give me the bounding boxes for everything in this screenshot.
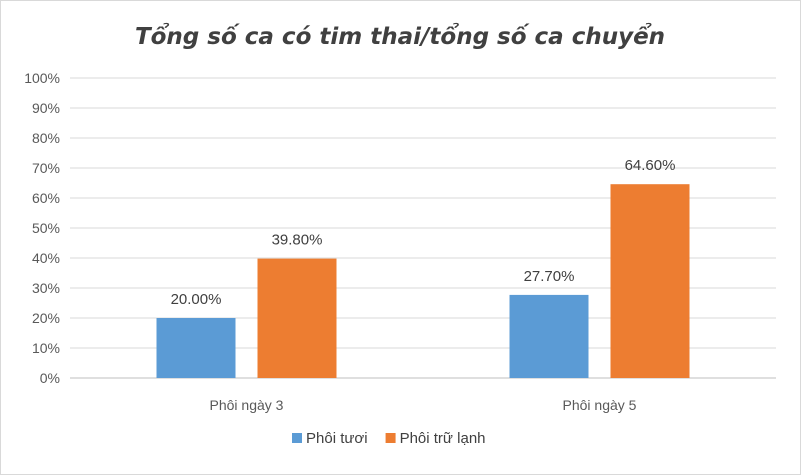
y-tick-label: 20% xyxy=(32,310,60,326)
data-label: 20.00% xyxy=(171,291,222,308)
y-tick-label: 70% xyxy=(32,160,60,176)
y-tick-label: 60% xyxy=(32,190,60,206)
y-tick-label: 50% xyxy=(32,220,60,236)
y-tick-label: 30% xyxy=(32,280,60,296)
bar-phoi-tru-lanh-1 xyxy=(257,258,337,378)
y-tick-label: 80% xyxy=(32,130,60,146)
legend: Phôi tươi Phôi trữ lạnh xyxy=(292,430,486,447)
chart-title: Tổng số ca có tim thai/tổng số ca chuyển xyxy=(135,22,665,50)
x-tick-label: Phôi ngày 5 xyxy=(563,397,637,413)
bar-phoi-tru-lanh-2 xyxy=(610,184,690,378)
legend-swatch xyxy=(292,433,302,443)
legend-label: Phôi tươi xyxy=(306,430,368,447)
y-axis: 0% 10% 20% 30% 40% 50% 60% 70% 80% 90% 100% xyxy=(24,70,60,386)
x-tick-label: Phôi ngày 3 xyxy=(210,397,284,413)
y-tick-label: 100% xyxy=(24,70,60,86)
bar-phoi-tuoi-2 xyxy=(509,294,589,378)
data-label: 27.70% xyxy=(524,268,575,285)
legend-swatch xyxy=(385,433,396,443)
bar-phoi-tuoi-1 xyxy=(156,318,236,378)
bars: 20.00% 39.80% 27.70% 64.60% xyxy=(156,157,690,378)
data-label: 39.80% xyxy=(272,232,323,249)
data-label: 64.60% xyxy=(625,157,676,174)
y-tick-label: 90% xyxy=(32,100,60,116)
x-axis: Phôi ngày 3 Phôi ngày 5 xyxy=(210,397,637,413)
y-tick-label: 10% xyxy=(32,340,60,356)
y-tick-label: 40% xyxy=(32,250,60,266)
y-tick-label: 0% xyxy=(40,370,60,386)
legend-label: Phôi trữ lạnh xyxy=(400,430,486,447)
